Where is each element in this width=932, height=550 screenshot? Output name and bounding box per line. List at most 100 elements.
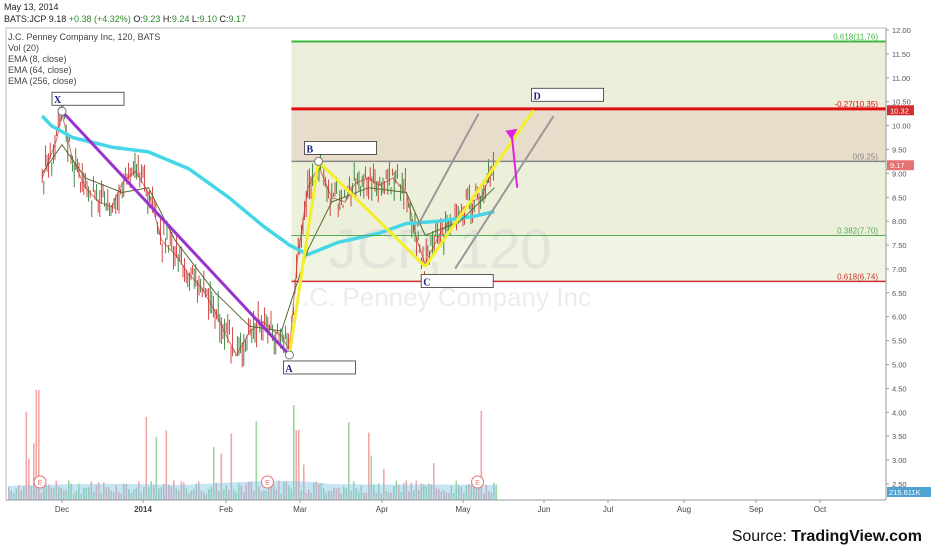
volume-bar	[85, 487, 88, 500]
watermark-symbol: JCP, 120	[328, 217, 551, 280]
fib-label: 0.382(7.70)	[837, 226, 878, 235]
x-tick-label: Mar	[293, 505, 307, 514]
volume-bar	[10, 490, 13, 500]
volume-bar	[183, 482, 185, 500]
chart-title[interactable]: J.C. Penney Company Inc, 120, BATS	[8, 32, 161, 42]
volume-bar	[358, 491, 360, 500]
volume-bar	[378, 483, 380, 500]
volume-bar	[38, 390, 40, 500]
volume-bar	[315, 481, 318, 500]
volume-bar	[478, 480, 480, 500]
volume-bar	[245, 483, 248, 500]
point-c-label: C	[423, 278, 430, 289]
volume-bar	[238, 483, 240, 500]
volume-bar	[485, 484, 488, 500]
indicator-ema-256[interactable]: EMA (256, close)	[8, 76, 77, 86]
volume-bar	[303, 464, 305, 500]
volume-bar	[373, 485, 375, 500]
y-tick-label: 11.00	[892, 74, 910, 83]
volume-bar	[105, 487, 108, 500]
fib-label: 0(9.25)	[853, 152, 879, 161]
volume-bar	[345, 487, 348, 500]
y-tick-label: 6.50	[892, 289, 907, 298]
y-tick-label: 3.00	[892, 456, 907, 465]
volume-bar	[275, 489, 278, 500]
volume-bar	[13, 492, 15, 500]
volume-bar	[323, 487, 325, 500]
volume-bar	[125, 483, 128, 500]
point-a-marker	[284, 350, 294, 360]
x-tick-label: Sep	[749, 505, 764, 514]
volume-bar	[120, 493, 123, 500]
volume-bar	[35, 390, 38, 500]
volume-bar	[83, 487, 85, 500]
volume-bar	[95, 484, 98, 500]
volume-bar	[398, 484, 400, 500]
volume-bar	[178, 490, 180, 500]
volume-bar	[215, 482, 218, 500]
volume-bar	[360, 485, 363, 500]
volume-bar	[278, 480, 280, 500]
volume-bar	[135, 487, 138, 500]
quote-line: BATS:JCP 9.18 +0.38 (+4.32%) O:9.23 H:9.…	[4, 14, 247, 24]
volume-bar	[203, 492, 205, 500]
volume-bar	[405, 480, 408, 500]
x-tick-label: 2014	[134, 505, 152, 514]
x-tick-label: Dec	[55, 505, 69, 514]
fib-zone	[291, 235, 886, 282]
volume-bar	[210, 487, 213, 500]
y-tick-label: 10.00	[892, 122, 911, 131]
volume-bar	[463, 493, 465, 500]
volume-bar	[113, 492, 115, 500]
source-brand: TradingView.com	[791, 528, 922, 545]
open-value: 9.23	[142, 14, 161, 24]
volume-bar	[435, 487, 438, 500]
volume-bar	[363, 492, 365, 500]
indicator-ema-8[interactable]: EMA (8, close)	[8, 54, 67, 64]
volume-bar	[93, 491, 95, 500]
volume-bar	[458, 485, 460, 500]
channel-lower	[454, 115, 555, 270]
volume-bar	[240, 485, 243, 500]
volume-bar	[73, 493, 75, 500]
volume-bar	[400, 492, 403, 500]
point-d-label: D	[534, 91, 541, 102]
volume-tag: 215.611K	[889, 488, 921, 497]
fib-label: 0.618(6.74)	[837, 272, 878, 281]
volume-bar	[340, 493, 343, 500]
point-x-box	[51, 91, 125, 106]
volume-bar	[348, 422, 350, 500]
x-tick-label: May	[455, 505, 470, 514]
volume-bar	[70, 483, 73, 500]
y-tick-label: 5.50	[892, 337, 907, 346]
volume-bar	[68, 480, 70, 500]
volume-bar	[300, 490, 303, 500]
volume-bar	[418, 489, 420, 500]
volume-bar	[148, 487, 150, 500]
volume-bar	[403, 483, 405, 500]
y-tick-label: 10.50	[892, 98, 911, 107]
x-tick-label: Apr	[376, 505, 389, 514]
volume-bar	[495, 484, 498, 500]
volume-bar	[333, 487, 335, 500]
volume-bar	[190, 490, 193, 500]
volume-bar	[468, 484, 470, 500]
volume-bar	[130, 492, 133, 500]
indicator-volume[interactable]: Vol (20)	[8, 43, 40, 53]
indicator-ema-64[interactable]: EMA (64, close)	[8, 65, 72, 75]
projection-arrow	[510, 132, 519, 188]
price-line	[41, 113, 495, 357]
last-price-tag-bg	[887, 160, 914, 171]
target-price-tag-bg	[887, 105, 914, 116]
volume-bar	[65, 490, 68, 500]
volume-bar	[433, 463, 435, 500]
volume-bar	[288, 485, 290, 500]
volume-bar	[235, 492, 238, 500]
volume-bar	[253, 490, 255, 500]
volume-bar	[265, 490, 268, 500]
volume-bar	[165, 430, 168, 500]
source-credit: Source: TradingView.com	[731, 528, 922, 545]
fib-label: -0.27(10.35)	[834, 100, 878, 109]
point-d-box	[531, 87, 604, 102]
